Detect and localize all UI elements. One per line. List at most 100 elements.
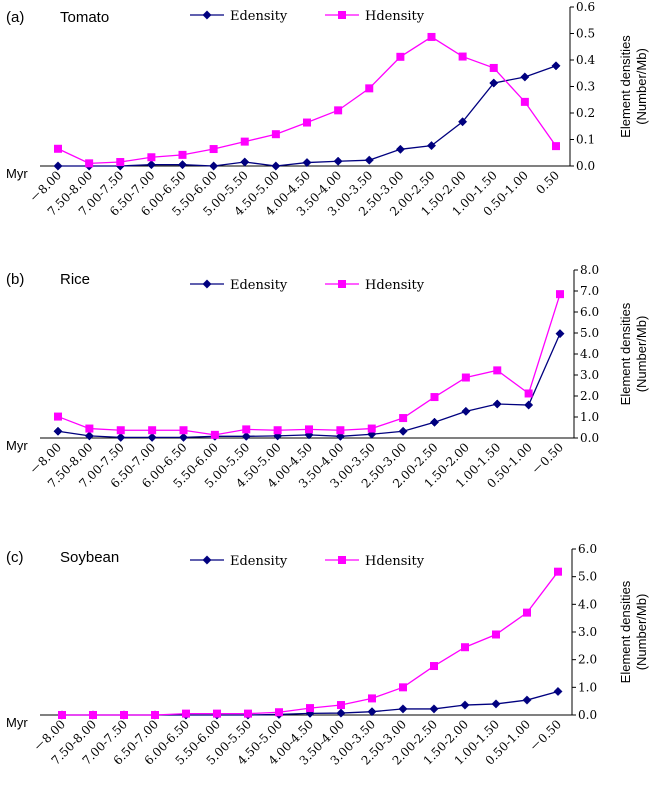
data-point-hdensity [368,694,376,703]
data-point-edensity [178,432,189,442]
x-tick-label: －0.50 [527,717,564,754]
data-point-edensity [146,160,156,170]
y-tick-label: 0.5 [576,27,595,41]
data-point-hdensity [461,373,470,382]
y-tick-label: 4.0 [578,597,597,611]
data-point-hdensity [85,159,94,168]
y-tick-label: 2.0 [580,389,599,403]
data-point-edensity [522,695,532,705]
data-point-hdensity [337,701,345,710]
y-tick-label: 3.0 [580,368,599,382]
legend-marker [202,10,212,20]
data-point-edensity [241,431,251,441]
data-point-hdensity [493,366,502,375]
x-tick-label: －0.50 [529,440,566,477]
data-point-hdensity [489,63,498,72]
data-point-edensity [53,161,63,171]
y-tick-label: 5.0 [578,570,597,584]
data-point-hdensity [492,630,500,639]
data-point-hdensity [524,389,533,398]
data-point-hdensity [430,662,438,671]
data-point-hdensity [430,393,439,402]
data-point-hdensity [179,426,188,435]
data-point-edensity [555,329,565,339]
y-tick-label: 8.0 [580,263,599,277]
data-point-hdensity [54,144,62,153]
data-point-edensity [395,144,405,154]
data-point-edensity [209,161,219,171]
data-point-edensity [429,417,440,427]
data-point-edensity [333,156,343,166]
data-point-edensity [553,686,563,697]
series-line-edensity [58,65,557,167]
data-point-hdensity [303,118,311,127]
data-point-hdensity [178,150,187,159]
panel-title: Soybean [60,549,119,566]
chart-panel-2: (c) Soybean 0.0 1.0 2.0 3.0 4.0 5.0 6.0 Element d… [6,542,649,768]
data-point-edensity [398,704,408,714]
data-point-hdensity [147,153,156,162]
series-line-hdensity [57,293,561,436]
y-tick-label: 0.1 [576,133,595,147]
data-point-edensity [461,406,471,416]
y-axis-label: Element densities [618,580,633,683]
panel-label: (a) [6,9,24,26]
y-axis-unit: (Number/Mb) [634,316,649,393]
data-point-hdensity [54,412,62,421]
data-point-edensity [551,61,561,71]
data-point-hdensity [399,414,408,423]
data-point-hdensity [89,711,97,719]
legend-label: Hdensity [365,278,425,293]
data-point-hdensity [240,137,249,146]
data-point-hdensity [148,426,157,435]
data-point-edensity [492,399,502,409]
data-point-hdensity [213,709,221,718]
data-point-edensity [177,160,188,170]
y-tick-label: 7.0 [580,284,599,298]
y-tick-label: 4.0 [580,347,599,361]
legend-marker [202,555,212,565]
data-point-hdensity [367,424,376,433]
y-tick-label: 0.0 [578,708,597,722]
data-point-edensity [367,707,377,717]
data-point-hdensity [461,643,469,652]
data-point-hdensity [209,145,218,154]
series-line-edensity [57,333,561,439]
data-point-hdensity [336,426,345,435]
y-tick-label: 6.0 [580,305,599,319]
data-point-edensity [460,700,470,710]
data-point-hdensity [275,708,283,717]
data-point-edensity [524,400,534,410]
data-point-hdensity [334,106,343,115]
data-point-edensity [429,704,439,714]
data-point-hdensity [242,425,251,434]
y-axis-label: Element densities [618,302,633,405]
data-point-hdensity [554,567,562,576]
legend-label: Hdensity [365,554,425,569]
y-tick-label: 2.0 [578,653,597,667]
y-tick-label: 1.0 [580,410,599,424]
data-point-hdensity [182,709,190,718]
data-point-edensity [398,426,408,436]
data-point-edensity [84,431,94,441]
panel-label: (b) [6,271,24,288]
panel-title: Rice [60,271,90,288]
data-point-edensity [520,72,530,82]
data-point-hdensity [210,430,219,439]
data-point-hdensity [85,424,94,433]
data-point-hdensity [116,426,125,435]
data-point-hdensity [120,711,128,719]
y-tick-label: 0.6 [576,0,595,14]
data-point-edensity [240,157,250,167]
y-tick-label: 3.0 [578,625,597,639]
data-point-hdensity [306,704,314,713]
series-line-hdensity [57,36,557,165]
legend-label: Hdensity [365,9,425,24]
data-point-hdensity [556,290,564,299]
data-point-edensity [271,161,281,171]
data-point-hdensity [273,426,282,435]
y-axis-label: Element densities [618,35,633,138]
data-point-edensity [364,155,374,165]
y-tick-label: 0.0 [576,159,595,173]
